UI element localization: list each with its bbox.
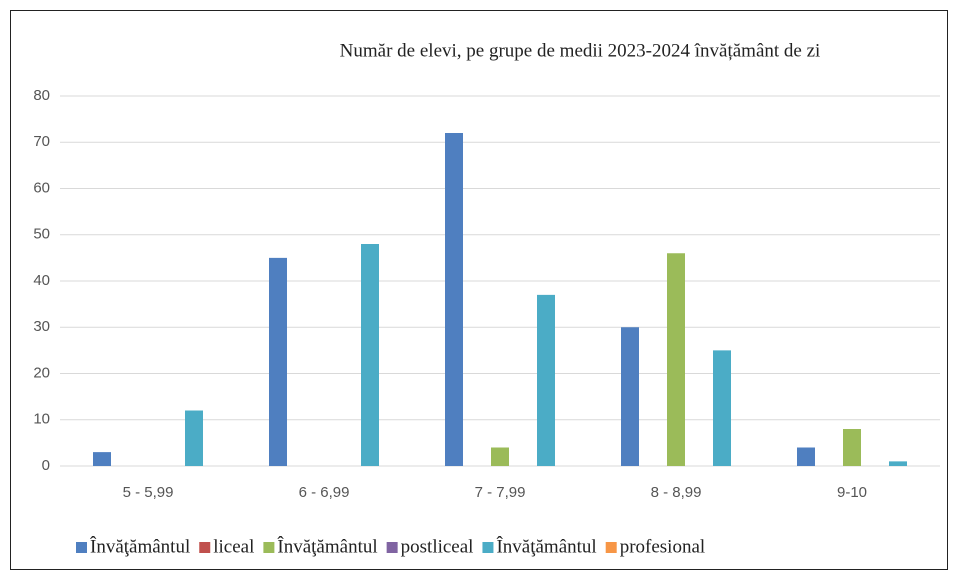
x-tick-label: 8 - 8,99	[651, 484, 702, 501]
legend-swatch	[199, 542, 211, 553]
legend-label: postliceal	[401, 536, 474, 557]
bar	[537, 294, 555, 466]
bar	[889, 461, 907, 466]
x-tick-label: 9-10	[837, 484, 867, 501]
bar	[491, 447, 509, 466]
legend-swatch	[605, 542, 617, 553]
y-tick-label: 40	[33, 272, 50, 289]
y-tick-label: 10	[33, 411, 50, 428]
chart-frame	[10, 10, 948, 570]
bar	[621, 327, 639, 466]
legend-label: Învăţământul	[277, 535, 377, 557]
chart-title: Număr de elevi, pe grupe de medii 2023-2…	[340, 40, 821, 61]
bar	[667, 253, 685, 466]
bar	[269, 257, 287, 466]
bar	[185, 410, 203, 466]
legend-label: liceal	[213, 536, 254, 557]
legend-swatch	[263, 542, 275, 553]
y-tick-label: 30	[33, 318, 50, 335]
legend-swatch	[386, 542, 398, 553]
legend-swatch	[76, 542, 87, 553]
x-tick-label: 7 - 7,99	[475, 484, 526, 501]
x-tick-label: 5 - 5,99	[123, 484, 174, 501]
legend-label: profesional	[620, 536, 705, 557]
bar	[93, 452, 111, 466]
x-tick-label: 6 - 6,99	[299, 484, 350, 501]
bar	[713, 350, 731, 466]
bar	[843, 429, 861, 466]
y-tick-label: 0	[42, 457, 50, 474]
y-tick-label: 60	[33, 179, 50, 196]
y-tick-label: 20	[33, 364, 50, 381]
legend-label: Învăţământul	[90, 535, 190, 557]
y-tick-label: 70	[33, 133, 50, 150]
y-tick-label: 80	[33, 87, 50, 104]
legend-swatch	[482, 542, 494, 553]
bar	[797, 447, 815, 466]
legend-label: Învăţământul	[496, 535, 596, 557]
bar	[361, 244, 379, 466]
bar	[445, 133, 463, 466]
y-tick-label: 50	[33, 226, 50, 243]
